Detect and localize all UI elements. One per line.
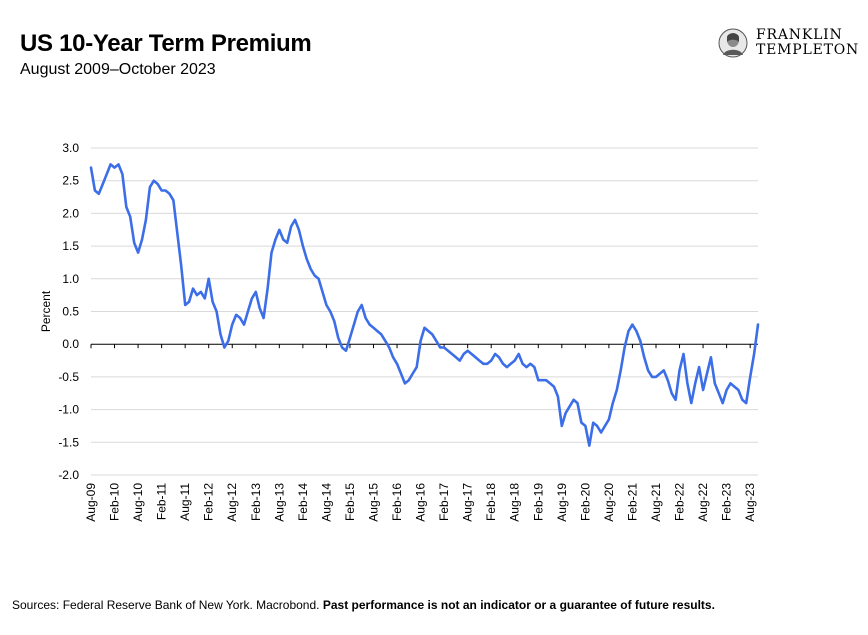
franklin-templeton-logo: FRANKLIN TEMPLETON xyxy=(718,27,858,61)
x-tick-label: Aug-10 xyxy=(131,483,145,522)
y-tick-label: -2.0 xyxy=(58,468,79,482)
footer-note: Sources: Federal Reserve Bank of New Yor… xyxy=(12,598,715,612)
x-tick-label: Aug-18 xyxy=(508,483,522,522)
logo-line-1: FRANKLIN xyxy=(756,27,843,43)
x-tick-label: Aug-15 xyxy=(366,483,380,522)
x-tick-label: Aug-21 xyxy=(649,483,663,522)
x-tick-label: Aug-20 xyxy=(602,483,616,522)
y-tick-label: -1.5 xyxy=(58,435,79,449)
footer-disclaimer: Past performance is not an indicator or … xyxy=(322,598,715,612)
x-tick-label: Feb-10 xyxy=(108,483,122,521)
x-tick-label: Aug-23 xyxy=(743,483,757,522)
y-tick-label: 2.5 xyxy=(62,174,79,188)
y-tick-label: 1.5 xyxy=(62,239,79,253)
chart-subtitle: August 2009–October 2023 xyxy=(20,61,216,78)
x-tick-label: Feb-17 xyxy=(437,483,451,521)
x-tick-label: Feb-16 xyxy=(390,483,404,521)
x-tick-label: Feb-21 xyxy=(625,483,639,521)
y-tick-label: -1.0 xyxy=(58,403,79,417)
y-tick-label: 0.5 xyxy=(62,305,79,319)
x-tick-label: Feb-20 xyxy=(578,483,592,521)
x-tick-label: Aug-14 xyxy=(319,483,333,522)
x-tick-label: Aug-12 xyxy=(225,483,239,522)
x-tick-label: Feb-23 xyxy=(720,483,734,521)
chart-title: US 10-Year Term Premium xyxy=(20,30,312,57)
x-tick-label: Aug-19 xyxy=(555,483,569,522)
x-tick-label: Feb-18 xyxy=(484,483,498,521)
y-tick-label: 0.0 xyxy=(62,337,79,351)
y-tick-label: 2.0 xyxy=(62,206,79,220)
x-tick-label: Aug-17 xyxy=(461,483,475,522)
x-tick-label: Aug-09 xyxy=(84,483,98,522)
y-axis-label: Percent xyxy=(39,290,53,332)
x-tick-label: Feb-22 xyxy=(673,483,687,521)
x-tick-label: Feb-14 xyxy=(296,483,310,521)
x-tick-label: Aug-16 xyxy=(414,483,428,522)
series-line xyxy=(89,163,760,447)
y-tick-label: 3.0 xyxy=(62,141,79,155)
x-tick-label: Feb-19 xyxy=(531,483,545,521)
x-tick-label: Aug-11 xyxy=(178,483,192,521)
franklin-portrait-icon xyxy=(718,28,748,58)
footer-sources: Sources: Federal Reserve Bank of New Yor… xyxy=(12,598,320,612)
x-tick-label: Aug-13 xyxy=(272,483,286,522)
x-tick-label: Aug-22 xyxy=(696,483,710,522)
x-tick-label: Feb-15 xyxy=(343,483,357,521)
y-tick-label: 1.0 xyxy=(62,272,79,286)
x-tick-label: Feb-13 xyxy=(249,483,263,521)
logo-line-2: TEMPLETON xyxy=(756,42,860,58)
line-chart: 3.0 2.5 2.0 1.5 1.0 0.5 0.0 -0.5 -1.0 -1.5 -2.0 Per… xyxy=(39,141,760,522)
x-tick-label: Feb-12 xyxy=(202,483,216,521)
x-tick-label: Feb-11 xyxy=(155,483,169,520)
y-tick-label: -0.5 xyxy=(58,370,79,384)
